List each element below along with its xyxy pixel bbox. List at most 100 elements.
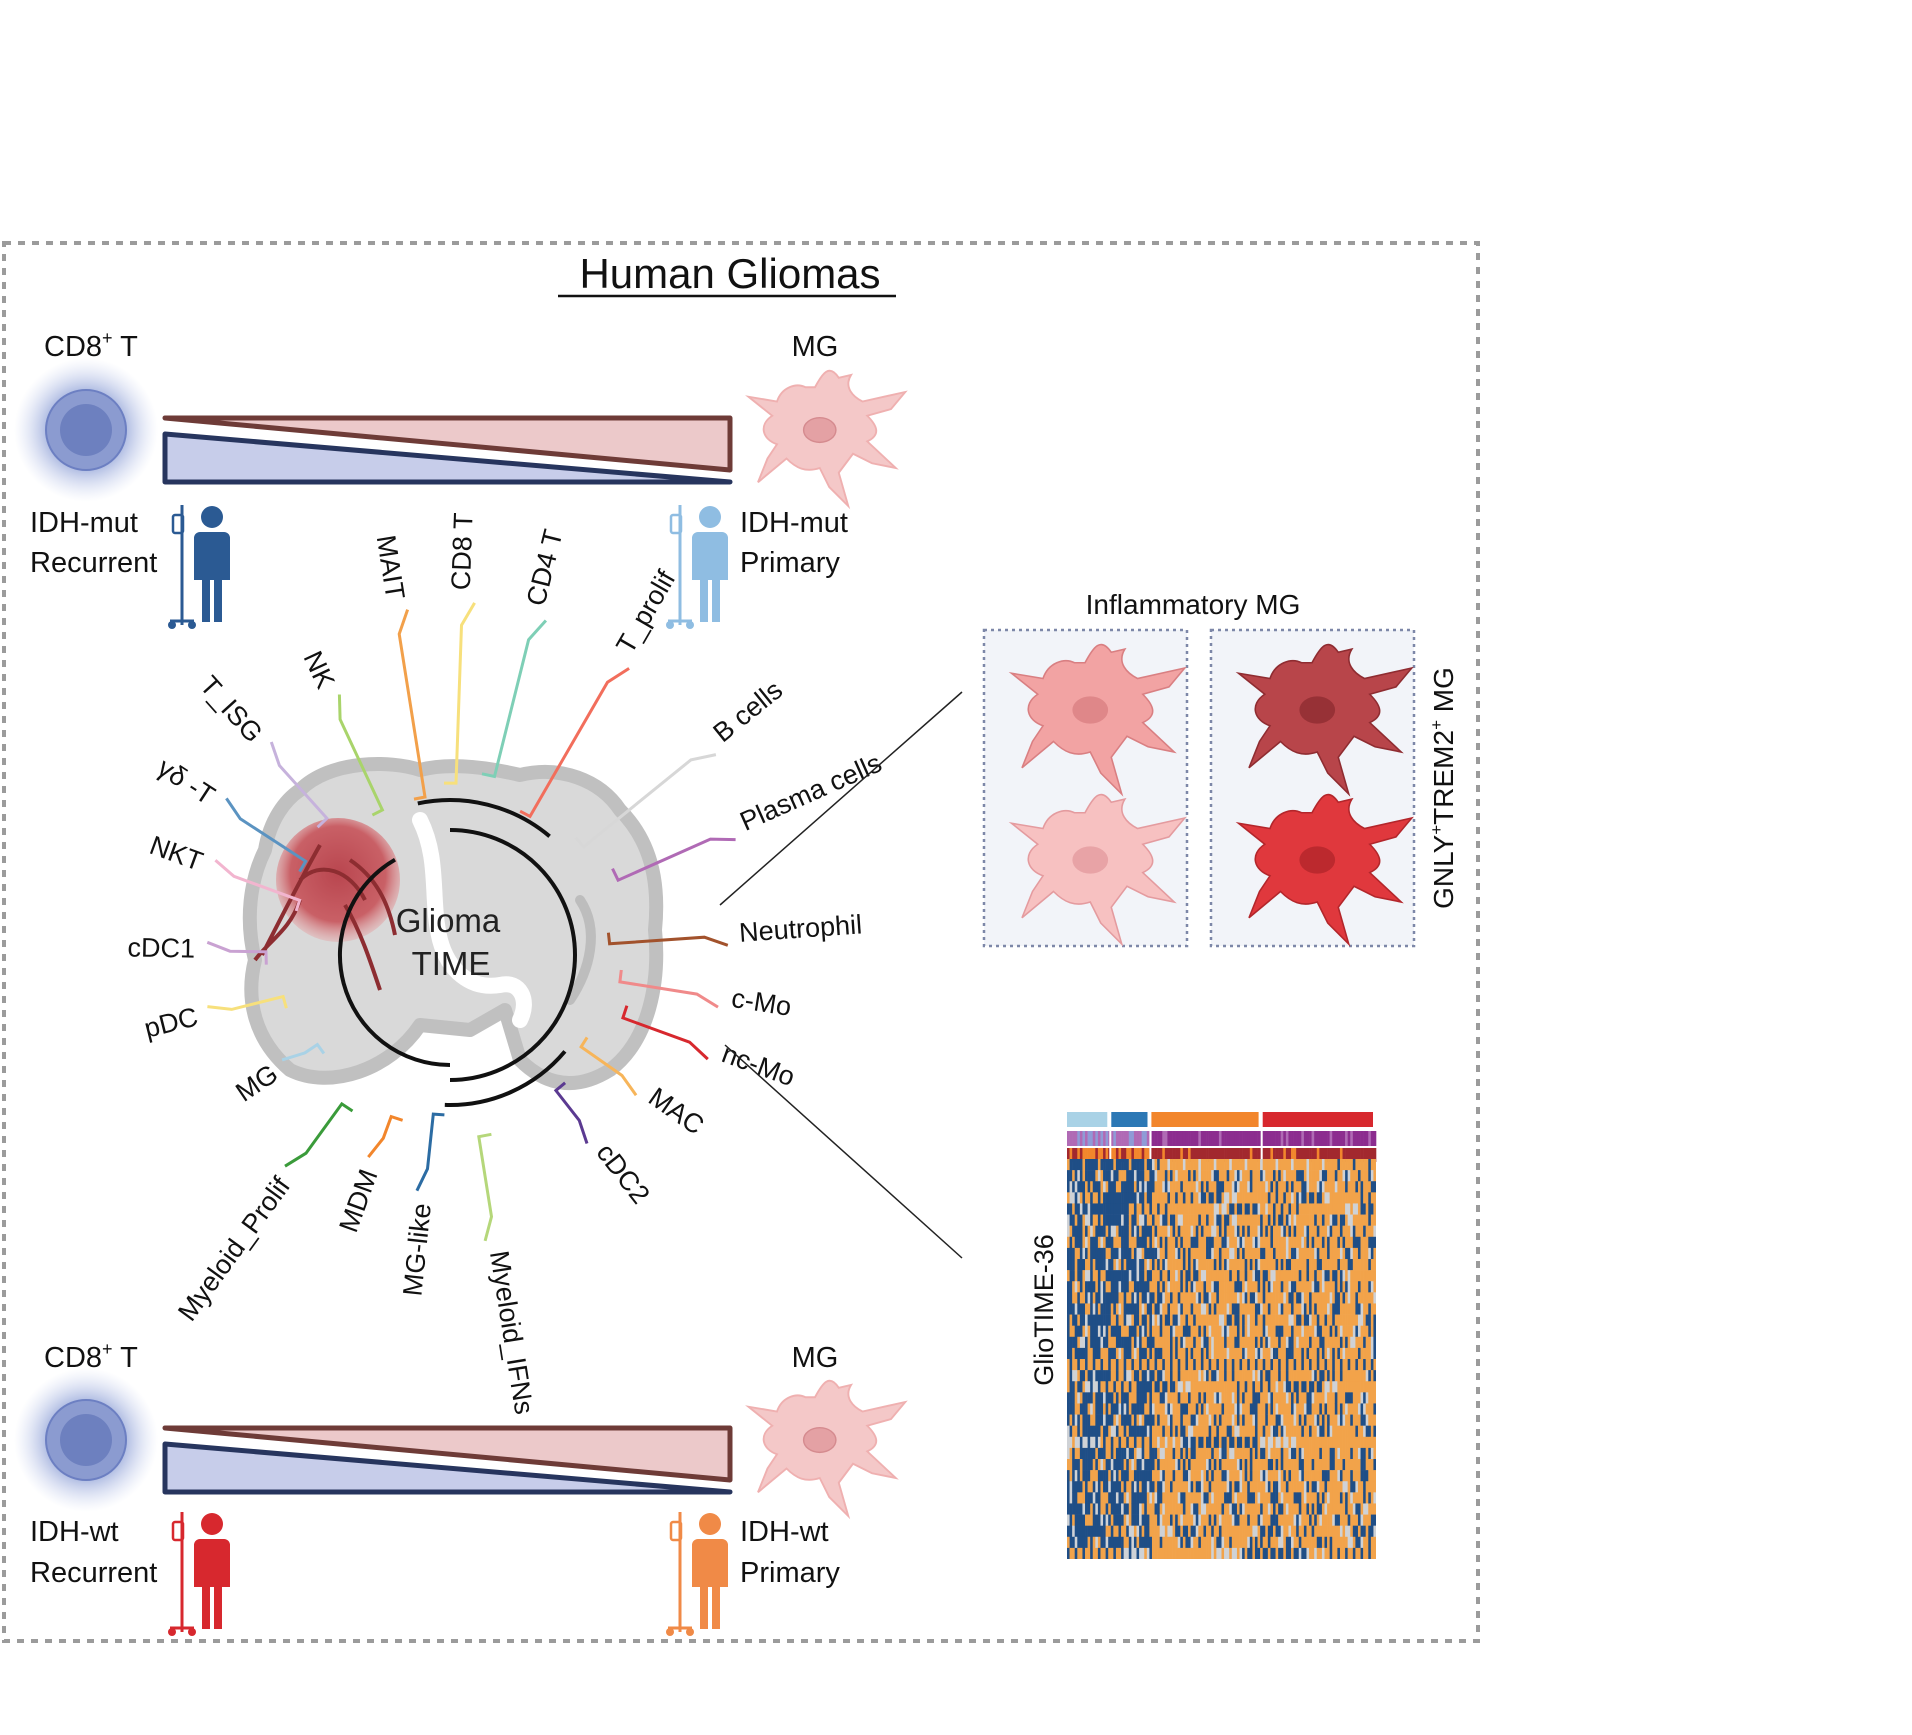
heatmap-cell [1069, 1259, 1073, 1271]
heatmap-cell [1131, 1325, 1135, 1338]
heatmap-cell [1370, 1381, 1374, 1393]
heatmap-cell [1332, 1359, 1336, 1371]
heatmap-cell [1267, 1392, 1271, 1404]
heatmap-cell [1139, 1203, 1142, 1215]
heatmap-cell [1273, 1247, 1276, 1260]
heatmap-cell [1082, 1314, 1086, 1326]
heatmap-cell [1278, 1247, 1282, 1260]
heatmap-cell [1239, 1281, 1243, 1293]
heatmap-cell [1309, 1425, 1312, 1438]
heatmap-cell [1342, 1214, 1346, 1226]
heatmap-cell [1115, 1525, 1119, 1538]
heatmap-cell [1324, 1470, 1328, 1482]
heatmap-cell [1126, 1203, 1130, 1215]
heatmap-cell [1363, 1247, 1367, 1260]
heatmap-cell [1079, 1503, 1083, 1515]
heatmap-cell [1157, 1536, 1161, 1549]
heatmap-cell [1115, 1359, 1119, 1371]
heatmap-cell [1234, 1336, 1238, 1349]
heatmap-cell [1069, 1425, 1073, 1438]
heatmap-cell [1306, 1214, 1310, 1226]
heatmap-annot2-cell [1128, 1131, 1132, 1146]
heatmap-cell [1090, 1259, 1094, 1271]
heatmap-cell [1193, 1525, 1197, 1538]
heatmap-cell [1206, 1403, 1209, 1415]
heatmap-cell [1123, 1536, 1127, 1549]
heatmap-cell [1218, 1292, 1222, 1304]
heatmap-cell [1357, 1425, 1361, 1438]
heatmap-cell [1265, 1181, 1269, 1193]
heatmap-cell [1285, 1547, 1289, 1559]
heatmap-cell [1247, 1392, 1251, 1404]
heatmap-cell [1221, 1481, 1225, 1493]
heatmap-cell [1077, 1325, 1081, 1338]
heatmap-cell [1363, 1492, 1367, 1504]
heatmap-cell [1085, 1225, 1088, 1238]
heatmap-cell [1164, 1192, 1168, 1204]
heatmap-cell [1123, 1470, 1127, 1482]
heatmap-cell [1365, 1192, 1369, 1204]
heatmap-cell [1345, 1225, 1348, 1238]
heatmap-cell [1211, 1447, 1215, 1460]
heatmap-cell [1167, 1381, 1171, 1393]
heatmap-cell [1260, 1247, 1264, 1260]
heatmap-cell [1167, 1359, 1171, 1371]
heatmap-cell [1144, 1159, 1148, 1171]
heatmap-cell [1157, 1370, 1161, 1382]
heatmap-cell [1090, 1336, 1094, 1349]
heatmap-cell [1167, 1325, 1171, 1338]
heatmap-cell [1190, 1381, 1194, 1393]
heatmap-cell [1108, 1370, 1112, 1382]
heatmap-cell [1136, 1514, 1140, 1526]
heatmap-cell [1311, 1459, 1315, 1471]
heatmap-cell [1113, 1325, 1117, 1338]
heatmap-cell [1257, 1236, 1261, 1249]
heatmap-cell [1337, 1547, 1341, 1559]
heatmap-cell [1121, 1392, 1124, 1404]
heatmap-cell [1260, 1270, 1264, 1282]
heatmap-cell [1151, 1314, 1155, 1326]
heatmap-cell [1208, 1181, 1212, 1193]
heatmap-annot2-cell [1100, 1131, 1104, 1146]
heatmap-cell [1170, 1514, 1173, 1526]
heatmap-cell [1188, 1303, 1191, 1315]
heatmap-cell [1208, 1281, 1212, 1293]
heatmap-cell [1085, 1492, 1088, 1504]
heatmap-cell [1352, 1247, 1356, 1260]
heatmap-cell [1247, 1336, 1251, 1349]
heatmap-cell [1280, 1303, 1284, 1315]
heatmap-cell [1188, 1292, 1191, 1304]
heatmap-cell [1319, 1459, 1323, 1471]
heatmap-annot2-cell [1278, 1131, 1282, 1146]
heatmap-cell [1254, 1325, 1258, 1338]
heatmap-cell [1133, 1481, 1137, 1493]
heatmap-cell [1136, 1436, 1140, 1449]
cluster-label-17: cDC1 [127, 932, 195, 963]
heatmap-cell [1247, 1247, 1251, 1260]
heatmap-cell [1118, 1270, 1122, 1282]
heatmap-cell [1159, 1503, 1163, 1515]
heatmap-cell [1077, 1181, 1081, 1193]
heatmap-cell [1092, 1325, 1096, 1338]
heatmap-cell [1087, 1370, 1091, 1382]
heatmap-cell [1363, 1225, 1367, 1238]
heatmap-cell [1126, 1547, 1130, 1559]
heatmap-cell [1198, 1503, 1202, 1515]
heatmap-cell [1345, 1170, 1348, 1182]
heatmap-cell [1131, 1336, 1135, 1349]
heatmap-cell [1216, 1347, 1220, 1360]
heatmap-cell [1247, 1503, 1251, 1515]
heatmap-cell [1275, 1370, 1279, 1382]
heatmap-cell [1126, 1492, 1130, 1504]
heatmap-cell [1074, 1259, 1078, 1271]
heatmap-annot3-cell [1311, 1148, 1315, 1162]
heatmap-cell [1077, 1247, 1081, 1260]
heatmap-cell [1363, 1392, 1367, 1404]
heatmap-cell [1347, 1259, 1351, 1271]
heatmap-cell [1329, 1336, 1333, 1349]
heatmap-annot3-cell [1365, 1148, 1369, 1162]
heatmap-cell [1332, 1370, 1336, 1382]
heatmap-cell [1177, 1314, 1181, 1326]
heatmap-cell [1280, 1270, 1284, 1282]
heatmap-cell [1151, 1325, 1155, 1338]
